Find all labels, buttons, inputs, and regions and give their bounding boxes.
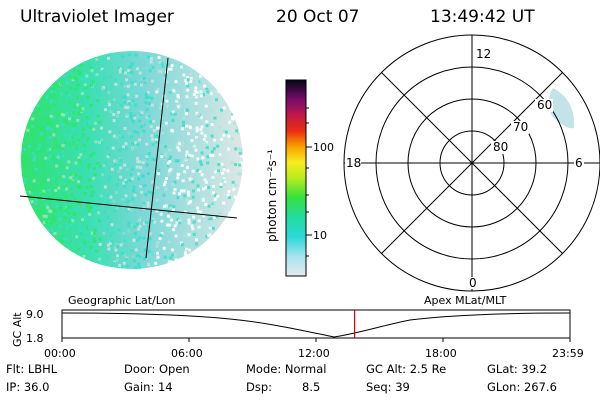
aurora-patch xyxy=(548,88,575,129)
instrument-title: Ultraviolet Imager xyxy=(20,7,174,27)
seq-status: Seq: 39 xyxy=(366,380,410,394)
mlt-label-dusk: 18 xyxy=(346,156,361,170)
gc-alt-status: GC Alt: 2.5 Re xyxy=(366,362,447,376)
door-status: Door: Open xyxy=(124,362,190,376)
timeline-xtick-3: 18:00 xyxy=(425,347,457,360)
timeline-ytick-top: 9.0 xyxy=(26,308,44,321)
glon-status: GLon: 267.6 xyxy=(487,380,557,394)
uv-globe-image xyxy=(19,51,243,269)
timeline-right-label: Apex MLat/MLT xyxy=(424,294,507,307)
mlat-label-80: 80 xyxy=(493,140,508,154)
glat-status: GLat: 39.2 xyxy=(487,362,548,376)
latitude-line xyxy=(19,195,238,219)
altitude-curve xyxy=(61,312,571,338)
colorbar-tick-10: 10 xyxy=(313,229,327,242)
dsp-label: Dsp: xyxy=(246,380,273,394)
orbit-timeline: Geographic Lat/Lon Apex MLat/MLT GC Alt … xyxy=(11,294,584,360)
mlat-label-60: 60 xyxy=(537,98,552,112)
timeline-xtick-2: 12:00 xyxy=(298,347,330,360)
colorbar-tick-100: 100 xyxy=(313,141,334,154)
timeline-ytick-bottom: 1.8 xyxy=(26,332,44,345)
meridian-line xyxy=(145,57,169,259)
timeline-xtick-1: 06:00 xyxy=(171,347,203,360)
polar-mlt-plot: 12 18 6 0 60 70 80 xyxy=(343,34,600,292)
mlt-label-dawn: 6 xyxy=(575,156,583,170)
colorbar: 100 10 photon cm⁻²s⁻¹ xyxy=(265,79,334,277)
timeline-axis-title: GC Alt xyxy=(11,312,24,347)
time-label: 13:49:42 UT xyxy=(430,7,535,27)
timeline-left-label: Geographic Lat/Lon xyxy=(68,294,175,307)
filter-status: Flt: LBHL xyxy=(6,362,58,376)
gain-status: Gain: 14 xyxy=(124,380,173,394)
colorbar-unit-label: photon cm⁻²s⁻¹ xyxy=(265,149,279,242)
timeline-xtick-0: 00:00 xyxy=(44,347,76,360)
ip-status: IP: 36.0 xyxy=(6,380,50,394)
mlt-label-noon: 12 xyxy=(476,47,491,61)
mlat-label-70: 70 xyxy=(513,120,528,134)
date-label: 20 Oct 07 xyxy=(276,7,360,27)
mode-status: Mode: Normal xyxy=(246,362,327,376)
mlt-label-midnight: 0 xyxy=(469,276,477,290)
dsp-value: 8.5 xyxy=(302,380,321,394)
timeline-xtick-4: 23:59 xyxy=(552,347,584,360)
